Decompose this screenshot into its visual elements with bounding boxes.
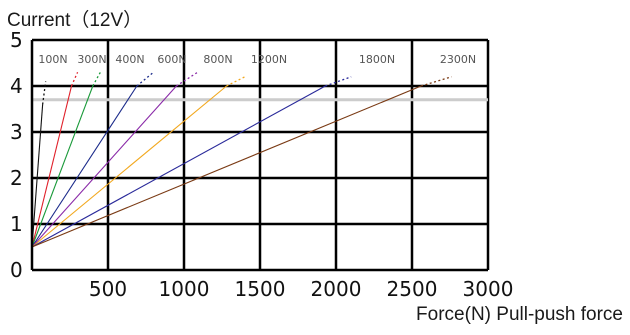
series-line-dotted-400N: [92, 71, 101, 87]
grid-layer: [32, 38, 490, 270]
series-line-1800N: [31, 85, 326, 248]
series-label-1200N: 1200N: [251, 53, 287, 66]
x-tick-label: 1000: [159, 277, 210, 301]
series-line-dotted-800N: [176, 71, 199, 87]
x-tick-label: 2000: [311, 277, 362, 301]
series-line-dotted-2300N: [420, 76, 452, 87]
series-label-600N: 600N: [157, 53, 186, 66]
series-label-100N: 100N: [38, 53, 67, 66]
series-line-dotted-100N: [41, 81, 47, 105]
x-tick-label: 3000: [463, 277, 514, 301]
series-line-dotted-1200N: [226, 76, 246, 87]
y-tick-label: 5: [10, 28, 23, 52]
y-tick-label: 1: [10, 212, 23, 236]
series-layer: [31, 71, 452, 248]
series-line-100N: [31, 104, 44, 248]
y-tick-label: 2: [10, 166, 23, 190]
series-line-400N: [31, 85, 94, 248]
series-label-2300N: 2300N: [440, 53, 476, 66]
x-tick-label: 500: [89, 277, 127, 301]
series-label-400N: 400N: [115, 53, 144, 66]
series-line-dotted-300N: [70, 71, 79, 87]
series-label-300N: 300N: [77, 53, 106, 66]
y-tick-label: 4: [10, 74, 23, 98]
series-line-1200N: [31, 85, 227, 248]
series-line-2300N: [31, 85, 422, 248]
x-tick-label: 2500: [387, 277, 438, 301]
y-axis-label: Current（12V）: [7, 9, 142, 31]
series-label-800N: 800N: [203, 53, 232, 66]
tick-label-layer: 0 1 2 3 4 5 500 1000 1500 2000 2500 3000: [10, 28, 513, 301]
x-tick-label: 1500: [235, 277, 286, 301]
series-line-800N: [31, 85, 177, 248]
y-tick-label: 3: [10, 120, 23, 144]
series-line-300N: [31, 85, 73, 248]
axis-layer: [30, 40, 488, 272]
series-label-1800N: 1800N: [359, 53, 395, 66]
series-line-600N: [31, 85, 138, 248]
series-line-dotted-1800N: [325, 76, 352, 87]
x-axis-label: Force(N) Pull-push force: [416, 304, 623, 325]
series-label-layer: 100N 300N 400N 600N 800N 1200N 1800N 2300N: [38, 53, 476, 66]
series-line-dotted-600N: [136, 71, 155, 87]
y-tick-label: 0: [10, 258, 23, 282]
